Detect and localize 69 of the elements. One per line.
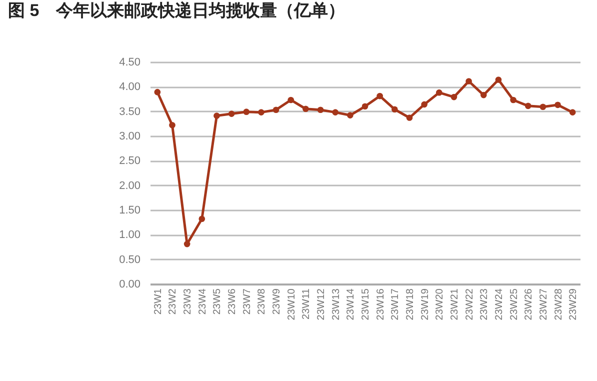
point bbox=[154, 88, 161, 96]
point bbox=[272, 106, 280, 114]
point bbox=[495, 76, 502, 83]
point bbox=[450, 94, 458, 100]
chart-title: 图 5 今年以来邮政快递日均揽收量（亿单） bbox=[8, 1, 346, 20]
x-tick-label: 23W2 bbox=[168, 288, 179, 315]
x-tick-label: 23W9 bbox=[272, 288, 283, 315]
point bbox=[554, 102, 561, 108]
point bbox=[214, 112, 220, 119]
point bbox=[198, 216, 206, 222]
x-tick-label: 23W28 bbox=[553, 288, 564, 320]
x-tick-label: 23W14 bbox=[346, 288, 357, 320]
x-tick-label: 23W11 bbox=[301, 288, 312, 320]
y-tick-label: 2.00 bbox=[119, 180, 140, 192]
y-tick-label: 1.50 bbox=[119, 204, 140, 216]
y-tick-label: 3.50 bbox=[119, 106, 140, 118]
y-tick-label: 0.50 bbox=[119, 254, 140, 266]
x-tick-label: 23W6 bbox=[227, 288, 238, 315]
point bbox=[421, 101, 428, 108]
point bbox=[466, 78, 472, 84]
x-tick-label: 23W4 bbox=[197, 288, 208, 315]
point bbox=[362, 103, 368, 110]
point bbox=[436, 89, 442, 96]
y-tick-label: 4.00 bbox=[119, 81, 140, 94]
point bbox=[480, 92, 487, 98]
x-tick-label: 23W17 bbox=[390, 288, 402, 320]
x-tick-label: 23W25 bbox=[508, 288, 520, 320]
x-tick-label: 23W8 bbox=[256, 288, 268, 315]
x-tick-label: 23W5 bbox=[212, 288, 224, 315]
point bbox=[332, 109, 339, 116]
x-tick-label: 23W24 bbox=[494, 288, 505, 320]
x-tick-label: 23W18 bbox=[404, 288, 416, 320]
point bbox=[391, 106, 398, 113]
x-tick-label: 23W7 bbox=[242, 288, 253, 315]
y-tick-label: 3.00 bbox=[119, 130, 140, 142]
y-tick-label: 0.00 bbox=[119, 278, 140, 290]
x-tick-label: 23W19 bbox=[420, 288, 431, 320]
x-tick-label: 23W16 bbox=[375, 288, 386, 320]
point bbox=[169, 122, 176, 128]
point bbox=[228, 110, 235, 117]
point bbox=[317, 106, 324, 114]
x-tick-label: 23W20 bbox=[434, 288, 446, 320]
x-tick-label: 23W26 bbox=[524, 288, 535, 320]
x-tick-label: 23W23 bbox=[479, 288, 490, 320]
x-tick-label: 23W13 bbox=[330, 288, 342, 320]
point bbox=[510, 96, 516, 104]
x-tick-label: 23W10 bbox=[286, 288, 298, 320]
point bbox=[347, 112, 354, 118]
point bbox=[243, 108, 250, 115]
y-tick-label: 2.50 bbox=[119, 155, 140, 168]
x-tick-label: 23W27 bbox=[538, 288, 550, 320]
x-tick-label: 23W15 bbox=[360, 288, 372, 320]
point bbox=[258, 109, 264, 116]
x-tick-label: 23W1 bbox=[152, 288, 164, 315]
point bbox=[288, 96, 294, 104]
y-tick-label: 1.00 bbox=[119, 229, 140, 242]
x-tick-label: 23W3 bbox=[182, 288, 194, 315]
point bbox=[406, 114, 413, 121]
x-tick-label: 23W22 bbox=[464, 288, 476, 320]
x-tick-label: 23W29 bbox=[568, 288, 580, 320]
y-tick-label: 4.50 bbox=[119, 56, 140, 68]
point bbox=[540, 104, 546, 110]
point bbox=[376, 92, 383, 100]
point bbox=[524, 102, 532, 110]
point bbox=[569, 109, 576, 116]
x-tick-label: 23W12 bbox=[316, 288, 328, 320]
x-tick-label: 23W21 bbox=[449, 288, 460, 320]
point bbox=[184, 240, 190, 248]
point bbox=[302, 106, 309, 112]
